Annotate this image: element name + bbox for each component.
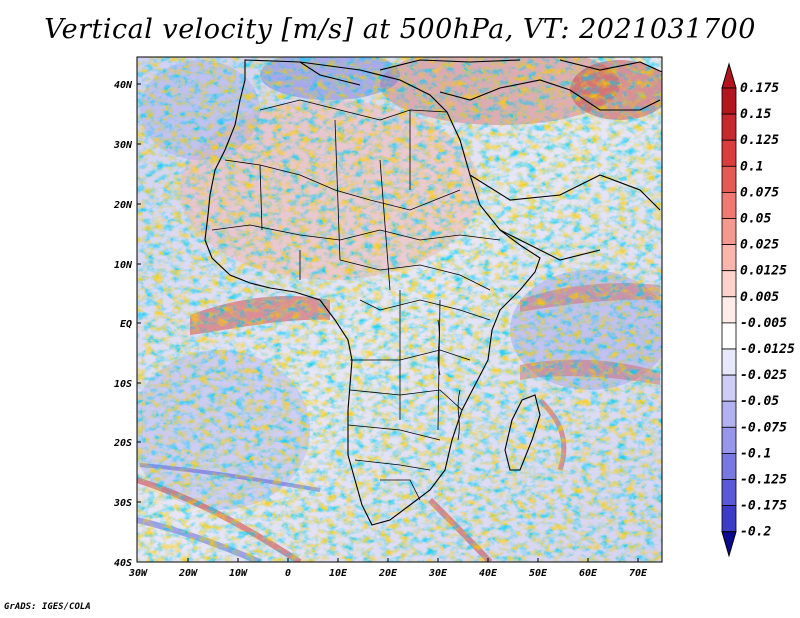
country-borders <box>211 99 501 501</box>
colorbar-label: -0.05 <box>740 394 779 409</box>
lat-label: 10N <box>114 260 133 271</box>
colorbar-box <box>721 505 737 533</box>
colorbar-label: -0.075 <box>740 420 787 435</box>
colorbar-box <box>721 87 737 115</box>
lon-label: 30W <box>128 568 148 579</box>
colorbar-box <box>721 426 737 454</box>
lat-label: 20S <box>113 438 132 449</box>
colorbar-label: -0.1 <box>740 446 771 461</box>
colorbar-box <box>721 348 737 376</box>
lat-label: 20N <box>113 200 133 211</box>
colorbar-box <box>721 191 737 219</box>
colorbar-label: 0.1 <box>740 159 763 174</box>
lat-label: 30S <box>113 498 132 509</box>
axis-ticks <box>137 83 639 562</box>
colorbar-label: 0.05 <box>740 212 771 227</box>
colorbar-box <box>721 270 737 298</box>
colorbar-box <box>721 479 737 507</box>
colorbar-label: 0.0125 <box>740 264 787 279</box>
colorbar-label: 0.125 <box>740 133 779 148</box>
lon-label: 10E <box>329 568 348 579</box>
colorbar-label: 0.175 <box>740 81 779 96</box>
colorbar-label: -0.175 <box>740 499 787 514</box>
lon-label: 60E <box>579 568 598 579</box>
vertical-velocity-field <box>137 57 662 562</box>
colorbar-label: 0.005 <box>740 290 779 305</box>
lon-label: 50E <box>529 568 548 579</box>
africa-coastline <box>204 59 662 526</box>
colorbar-top-arrow <box>721 62 737 89</box>
grads-credit: GrADS: IGES/COLA <box>4 602 91 612</box>
colorbar-box <box>721 452 737 480</box>
colorbar-box <box>721 400 737 428</box>
lat-label: 10S <box>114 379 132 390</box>
colorbar-label: -0.0125 <box>740 342 795 357</box>
lon-label: 30E <box>428 568 448 579</box>
map-title: Vertical velocity [m/s] at 500hPa, VT: 2… <box>44 14 756 45</box>
lon-label: 20E <box>378 568 398 579</box>
lon-label: 10W <box>229 568 248 579</box>
lon-label: 20W <box>178 568 198 579</box>
lon-label: 0 <box>285 568 291 579</box>
colorbar: 0.175 0.15 0.125 0.1 0.075 0.05 0.025 0.0125 0.0… <box>721 62 795 558</box>
colorbar-box <box>721 113 737 141</box>
lon-label: 40E <box>479 568 498 579</box>
colorbar-box <box>721 322 737 350</box>
colorbar-label: 0.15 <box>740 107 771 122</box>
colorbar-label: -0.005 <box>740 316 787 331</box>
lat-label: 30N <box>113 140 133 151</box>
colorbar-box <box>721 296 737 324</box>
colorbar-box <box>721 139 737 167</box>
colorbar-label: -0.125 <box>740 473 787 488</box>
lat-label: 40N <box>114 80 133 91</box>
colorbar-box <box>721 374 737 402</box>
colorbar-label: 0.025 <box>740 238 779 253</box>
map-frame <box>136 56 663 563</box>
lat-label: 40S <box>114 558 132 569</box>
lat-label: EQ <box>120 319 132 330</box>
lon-label: 70E <box>629 568 648 579</box>
colorbar-label: 0.075 <box>740 185 779 200</box>
colorbar-box <box>721 244 737 272</box>
colorbar-label: -0.025 <box>740 368 787 383</box>
colorbar-box <box>721 218 737 246</box>
colorbar-bottom-arrow <box>721 531 737 558</box>
colorbar-label: -0.2 <box>740 525 771 540</box>
colorbar-box <box>721 165 737 193</box>
